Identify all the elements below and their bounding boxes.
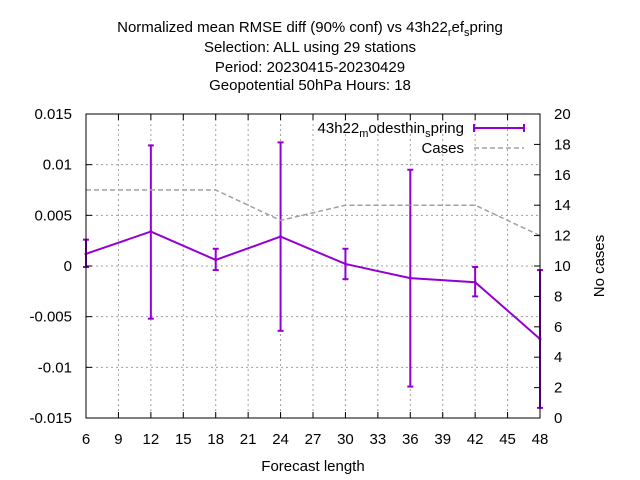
y-tick-label: -0.015 <box>29 410 72 427</box>
x-tick-label: 48 <box>532 431 549 448</box>
x-tick-label: 21 <box>240 431 257 448</box>
x-tick-label: 42 <box>467 431 484 448</box>
data-point <box>214 258 218 262</box>
chart-title-line: Selection: ALL using 29 stations <box>204 39 416 56</box>
y2-tick-label: 2 <box>554 380 562 397</box>
y2-tick-label: 10 <box>554 258 571 275</box>
x-tick-label: 36 <box>402 431 419 448</box>
x-tick-label: 33 <box>370 431 387 448</box>
x-tick-label: 39 <box>434 431 451 448</box>
series-line <box>85 230 541 340</box>
x-tick-label: 15 <box>175 431 192 448</box>
y-tick-label: 0.015 <box>34 106 72 123</box>
y-tick-label: 0.01 <box>43 157 72 174</box>
x-tick-label: 45 <box>499 431 516 448</box>
data-point <box>343 262 347 266</box>
chart-title-line: Period: 20230415-20230429 <box>215 59 405 76</box>
x-axis-label: Forecast length <box>261 458 364 475</box>
y2-tick-label: 18 <box>554 136 571 153</box>
y-tick-label: 0 <box>64 258 72 275</box>
x-tick-label: 12 <box>143 431 160 448</box>
y2-tick-label: 6 <box>554 319 562 336</box>
y2-tick-label: 8 <box>554 288 562 305</box>
cases-line <box>86 189 541 237</box>
y2-tick-label: 16 <box>554 167 571 184</box>
y-tick-label: 0.005 <box>34 207 72 224</box>
y2-tick-label: 14 <box>554 197 571 214</box>
x-tick-label: 6 <box>82 431 90 448</box>
x-tick-label: 30 <box>337 431 354 448</box>
x-tick-label: 24 <box>272 431 289 448</box>
data-point <box>149 230 153 234</box>
y-tick-label: -0.005 <box>29 309 72 326</box>
y2-tick-label: 20 <box>554 106 571 123</box>
chart-title-line: Normalized mean RMSE diff (90% conf) vs … <box>117 19 503 39</box>
x-tick-label: 9 <box>114 431 122 448</box>
legend-label: 43h22modesthinspring <box>318 120 464 140</box>
x-tick-label: 27 <box>305 431 322 448</box>
y2-axis-label: No cases <box>591 235 608 298</box>
x-tick-label: 18 <box>207 431 224 448</box>
ticks: 6 9 12 15 18 21 24 27 30 33 36 39 42 45 48-0.015-0.01-… <box>29 106 570 448</box>
data-point <box>408 276 412 280</box>
legend-label: Cases <box>421 140 464 157</box>
y-tick-label: -0.01 <box>38 359 72 376</box>
data-point <box>473 280 477 284</box>
y2-tick-label: 12 <box>554 228 571 245</box>
chart-title-line: Geopotential 50hPa Hours: 18 <box>209 77 411 94</box>
y2-tick-label: 4 <box>554 349 562 366</box>
chart-title: Normalized mean RMSE diff (90% conf) vs … <box>117 19 503 94</box>
data-point <box>279 235 283 239</box>
y2-tick-label: 0 <box>554 410 562 427</box>
